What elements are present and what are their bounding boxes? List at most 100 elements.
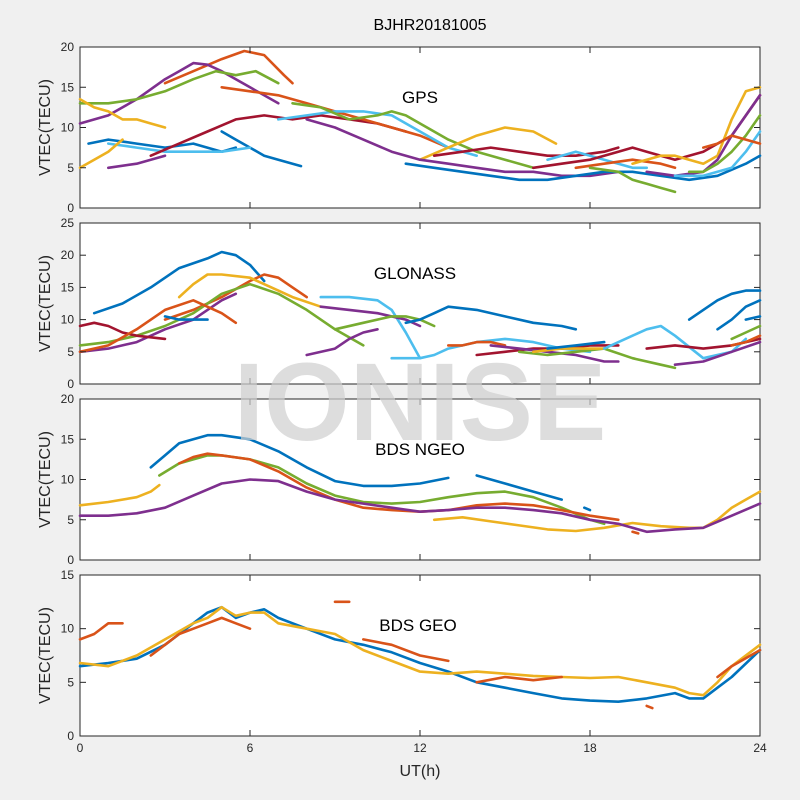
y-tick-label: 5 [67,675,74,689]
series-line-1-14 [446,340,507,347]
series-line-3-0 [78,605,762,704]
y-tick-label: 15 [61,80,75,94]
series-line-1-22 [730,334,762,347]
y-tick-label: 15 [61,432,75,446]
x-tick-label: 0 [77,741,84,755]
series-line-0-5 [220,130,303,168]
series-line-1-11 [305,327,379,357]
panel-2: 0 5 10 15 20 VTEC(TECU) BDS NGEO [37,392,762,567]
series-line-1-19 [546,340,606,350]
series-line-0-9 [78,138,124,170]
y-tick-label: 15 [61,280,75,294]
series-line-3-1 [78,605,762,697]
series-line-1-0 [92,250,266,315]
panel-1: 0 5 10 15 20 25 VTEC(TECU) GLONASS [37,216,762,391]
series-line-0-18 [574,158,677,170]
y-tick-label: 20 [61,392,75,406]
y-tick-label: 20 [61,248,75,262]
y-tick-label: 0 [67,553,74,567]
series-line-0-21 [631,86,762,165]
y-axis-label: VTEC(TECU) [37,607,54,704]
series-line-1-25 [716,298,762,331]
series-line-2-3 [158,454,606,526]
series-line-3-2 [78,621,124,641]
panel-title: GLONASS [374,264,456,283]
series-line-1-24 [687,289,762,321]
series-line-0-25 [701,134,762,149]
y-tick-label: 5 [67,345,74,359]
series-line-0-1 [78,61,280,125]
series-line-3-5 [361,638,450,663]
series-line-3-3 [149,616,252,657]
y-tick-label: 10 [61,622,75,636]
plot-area [79,46,761,209]
series-line-3-8 [716,648,762,679]
x-tick-label: 24 [753,741,767,755]
series-line-1-10 [333,315,436,331]
series-line-3-7 [645,704,654,710]
y-tick-label: 0 [67,377,74,391]
series-line-0-12 [291,102,535,170]
series-line-0-16 [404,154,762,182]
series-line-1-4 [78,292,238,354]
series-line-0-11 [276,110,479,157]
series-line-0-6 [107,142,252,153]
series-line-2-6 [78,483,161,507]
series-line-2-1 [475,474,564,501]
series-line-0-7 [149,114,408,157]
series-line-0-8 [107,154,167,170]
series-line-0-24 [673,130,762,178]
series-line-0-0 [163,49,294,85]
series-line-1-12 [404,305,578,331]
series-line-0-13 [418,126,558,161]
series-line-0-19 [588,166,677,194]
series-line-0-3 [78,98,167,129]
x-tick-label: 6 [247,741,254,755]
watermark: IONISE [234,341,607,464]
panel-title: GPS [402,88,438,107]
y-axis-label: VTEC(TECU) [37,79,54,176]
panel-3: 0 6 12 18 24 0 5 10 15 VTEC(TECU) BDS GEO UT(h) [37,568,767,780]
series-line-0-22 [645,94,762,178]
series-line-0-14 [305,118,620,178]
series-line-1-23 [673,340,762,367]
series-line-2-4 [177,452,620,522]
series-line-1-1 [163,273,309,321]
x-tick-label: 12 [413,741,427,755]
series-line-2-2 [582,506,592,512]
series-line-1-3 [78,282,365,347]
y-tick-label: 0 [67,201,74,215]
series-line-1-8 [319,295,422,360]
series-line-1-6 [78,298,238,354]
y-tick-label: 25 [61,216,75,230]
series-line-3-6 [475,675,564,684]
y-tick-label: 20 [61,40,75,54]
y-tick-label: 5 [67,513,74,527]
plot-area [79,398,761,561]
series-line-0-23 [687,114,762,174]
x-axis-label: UT(h) [400,763,441,780]
series-line-1-18 [531,347,606,354]
figure-title: BJHR20181005 [374,17,487,34]
panel-title: BDS NGEO [375,440,465,459]
series-line-1-2 [177,273,323,309]
series-line-1-26 [730,324,762,341]
series-line-1-27 [744,315,762,321]
y-tick-label: 10 [61,473,75,487]
panels: 0 5 10 15 20 VTEC(TECU) GPS 0 5 10 15 20 25 VTEC(TECU… [37,40,767,780]
series-line-1-5 [78,321,167,341]
series-line-2-7 [432,490,762,533]
series-line-2-5 [631,530,640,535]
panel-title: BDS GEO [379,616,456,635]
series-line-2-0 [149,433,450,488]
y-tick-label: 5 [67,161,74,175]
y-axis-label: VTEC(TECU) [37,255,54,352]
x-tick-label: 18 [583,741,597,755]
y-tick-label: 10 [61,121,75,135]
series-line-0-15 [432,146,620,157]
series-line-2-8 [78,478,762,534]
series-line-0-2 [78,69,280,105]
y-tick-label: 10 [61,313,75,327]
series-line-1-7 [163,315,209,321]
